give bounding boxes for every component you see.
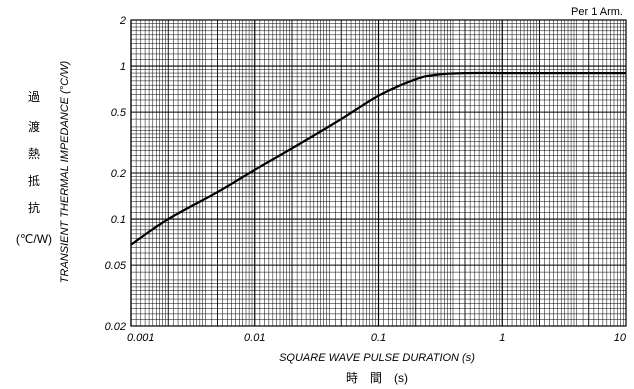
y-tick-label: 2 bbox=[119, 15, 126, 27]
x-axis-title: SQUARE WAVE PULSE DURATION (s) bbox=[279, 352, 475, 364]
y-axis-title-jp-char: 過 bbox=[28, 90, 40, 104]
x-axis-title-jp: 時 間 (s) bbox=[346, 371, 408, 385]
y-tick-label: 0.5 bbox=[111, 107, 127, 119]
chart-grid bbox=[130, 19, 626, 327]
x-tick-label: 1 bbox=[499, 332, 505, 344]
x-tick-label: 0.1 bbox=[371, 332, 386, 344]
plot-area-frame bbox=[130, 19, 627, 327]
corner-note: Per 1 Arm. bbox=[571, 6, 623, 18]
x-tick-label: 10 bbox=[614, 332, 627, 344]
y-axis-title-jp-char: 抵 bbox=[28, 174, 40, 188]
y-tick-label: 0.02 bbox=[105, 321, 126, 333]
y-axis-title-jp-char: 熱 bbox=[28, 147, 40, 161]
x-tick-labels: 0.001 0.01 0.1 1 10 bbox=[127, 332, 627, 344]
y-axis-title: TRANSIENT THERMAL IMPEDANCE (°C/W) bbox=[59, 60, 71, 283]
x-tick-label: 0.01 bbox=[244, 332, 265, 344]
y-tick-label: 0.05 bbox=[105, 260, 127, 272]
y-tick-label: 0.2 bbox=[111, 168, 126, 180]
y-tick-label: 0.1 bbox=[111, 214, 126, 226]
series-curves bbox=[130, 71, 626, 246]
y-tick-label: 1 bbox=[120, 61, 126, 73]
y-axis-title-jp-char: 渡 bbox=[28, 119, 40, 134]
y-axis-title-jp-char: 抗 bbox=[28, 200, 40, 215]
x-tick-label: 0.001 bbox=[127, 332, 155, 344]
y-tick-labels: 0.02 0.05 0.1 0.2 0.5 1 2 bbox=[105, 15, 127, 333]
impedance-curve bbox=[130, 71, 626, 246]
y-axis-title-jp-char: (℃/W) bbox=[16, 232, 52, 246]
